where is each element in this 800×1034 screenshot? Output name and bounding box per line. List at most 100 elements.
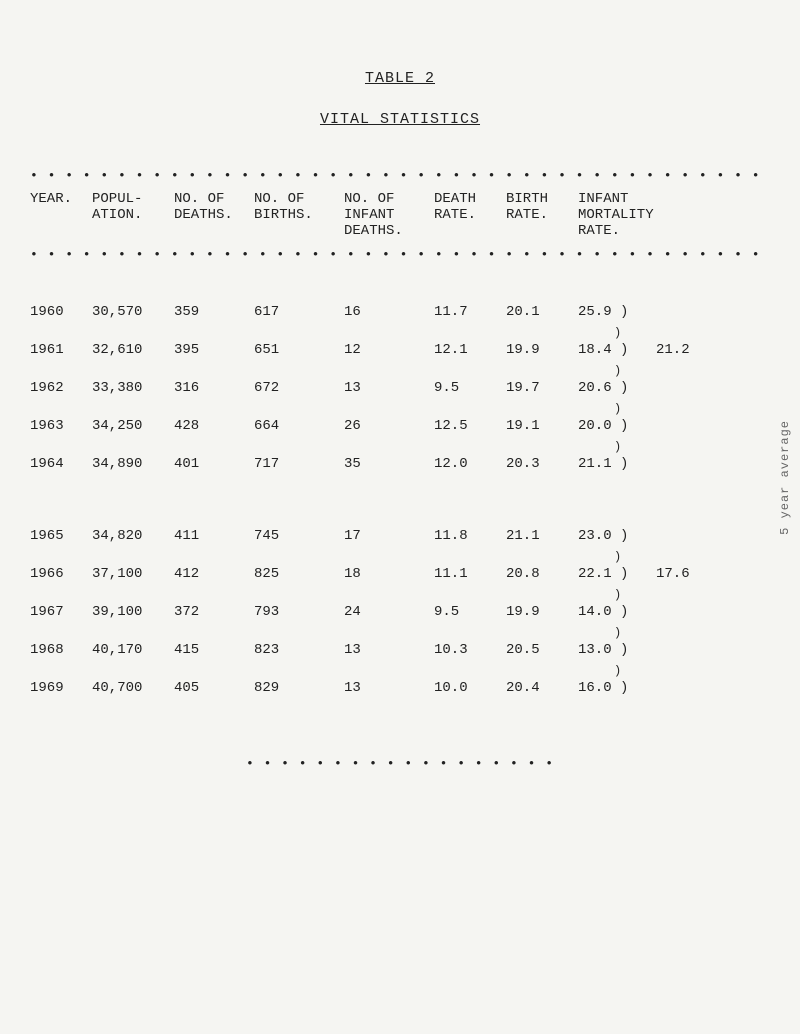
cell-brate: 20.8 [506, 566, 578, 582]
cell-pop: 37,100 [92, 566, 174, 582]
cell-births: 651 [254, 342, 344, 358]
connector-row: ) [30, 626, 770, 636]
col-header-brate: BIRTH RATE. [506, 191, 578, 223]
cell-drate: 12.0 [434, 456, 506, 472]
connector-row: ) [30, 550, 770, 560]
cell-drate: 9.5 [434, 604, 506, 620]
cell-group-avg: 17.6 [656, 566, 696, 582]
cell-year: 1969 [30, 680, 92, 696]
cell-births: 825 [254, 566, 344, 582]
cell-brate: 20.4 [506, 680, 578, 696]
cell-pop: 34,250 [92, 418, 174, 434]
cell-drate: 12.1 [434, 342, 506, 358]
cell-infd: 13 [344, 680, 434, 696]
cell-pop: 33,380 [92, 380, 174, 396]
cell-births: 664 [254, 418, 344, 434]
table-row: 196534,8204117451711.821.123.0 ) [30, 528, 770, 544]
cell-births: 829 [254, 680, 344, 696]
side-label-5yr-average: 5 year average [778, 420, 792, 535]
cell-drate: 9.5 [434, 380, 506, 396]
cell-infd: 13 [344, 642, 434, 658]
divider-bottom: • • • • • • • • • • • • • • • • • • [30, 756, 770, 771]
cell-births: 717 [254, 456, 344, 472]
cell-pop: 40,700 [92, 680, 174, 696]
connector-row: ) [30, 588, 770, 598]
cell-infd: 17 [344, 528, 434, 544]
cell-brate: 20.1 [506, 304, 578, 320]
col-header-imr: INFANT MORTALITY RATE. [578, 191, 656, 239]
table-row: 196233,380316672139.519.720.6 ) [30, 380, 770, 396]
cell-births: 745 [254, 528, 344, 544]
cell-deaths: 415 [174, 642, 254, 658]
cell-brate: 21.1 [506, 528, 578, 544]
col-header-year: YEAR. [30, 191, 92, 207]
cell-brate: 19.9 [506, 604, 578, 620]
cell-imr: 18.4 ) [578, 342, 656, 358]
cell-drate: 12.5 [434, 418, 506, 434]
cell-year: 1965 [30, 528, 92, 544]
table-row: 196132,6103956511212.119.918.4 )21.2 [30, 342, 770, 358]
cell-deaths: 401 [174, 456, 254, 472]
table-header-row: YEAR. POPUL- ATION. NO. OF DEATHS. NO. O… [30, 191, 770, 239]
table-row: 196940,7004058291310.020.416.0 ) [30, 680, 770, 696]
divider-top-2: • • • • • • • • • • • • • • • • • • • • … [30, 247, 770, 262]
cell-infd: 18 [344, 566, 434, 582]
cell-infd: 12 [344, 342, 434, 358]
cell-year: 1961 [30, 342, 92, 358]
cell-deaths: 428 [174, 418, 254, 434]
connector-row: ) [30, 664, 770, 674]
connector-row: ) [30, 440, 770, 450]
cell-group-avg: 21.2 [656, 342, 696, 358]
cell-year: 1963 [30, 418, 92, 434]
cell-imr: 25.9 ) [578, 304, 656, 320]
cell-births: 617 [254, 304, 344, 320]
cell-infd: 24 [344, 604, 434, 620]
col-header-deaths: NO. OF DEATHS. [174, 191, 254, 223]
table-number: TABLE 2 [30, 70, 770, 87]
cell-brate: 20.3 [506, 456, 578, 472]
cell-births: 672 [254, 380, 344, 396]
cell-drate: 11.1 [434, 566, 506, 582]
table-row: 196030,5703596171611.720.125.9 ) [30, 304, 770, 320]
cell-infd: 16 [344, 304, 434, 320]
cell-pop: 30,570 [92, 304, 174, 320]
table-row: 196334,2504286642612.519.120.0 ) [30, 418, 770, 434]
cell-deaths: 316 [174, 380, 254, 396]
cell-deaths: 412 [174, 566, 254, 582]
cell-drate: 11.8 [434, 528, 506, 544]
cell-brate: 19.1 [506, 418, 578, 434]
cell-pop: 34,890 [92, 456, 174, 472]
cell-year: 1966 [30, 566, 92, 582]
cell-year: 1960 [30, 304, 92, 320]
cell-imr: 13.0 ) [578, 642, 656, 658]
cell-imr: 22.1 ) [578, 566, 656, 582]
cell-deaths: 395 [174, 342, 254, 358]
table-row: 196637,1004128251811.120.822.1 )17.6 [30, 566, 770, 582]
cell-pop: 34,820 [92, 528, 174, 544]
table-row: 196434,8904017173512.020.321.1 ) [30, 456, 770, 472]
cell-infd: 26 [344, 418, 434, 434]
cell-deaths: 411 [174, 528, 254, 544]
cell-drate: 11.7 [434, 304, 506, 320]
cell-imr: 21.1 ) [578, 456, 656, 472]
col-header-births: NO. OF BIRTHS. [254, 191, 344, 223]
cell-deaths: 405 [174, 680, 254, 696]
cell-brate: 19.7 [506, 380, 578, 396]
table-row: 196739,100372793249.519.914.0 ) [30, 604, 770, 620]
cell-drate: 10.0 [434, 680, 506, 696]
cell-deaths: 359 [174, 304, 254, 320]
cell-infd: 13 [344, 380, 434, 396]
cell-imr: 23.0 ) [578, 528, 656, 544]
cell-births: 793 [254, 604, 344, 620]
col-header-infd: NO. OF INFANT DEATHS. [344, 191, 434, 239]
cell-births: 823 [254, 642, 344, 658]
connector-row: ) [30, 364, 770, 374]
table-row: 196840,1704158231310.320.513.0 ) [30, 642, 770, 658]
cell-pop: 40,170 [92, 642, 174, 658]
table-title: VITAL STATISTICS [30, 111, 770, 128]
cell-year: 1967 [30, 604, 92, 620]
connector-row: ) [30, 326, 770, 336]
cell-drate: 10.3 [434, 642, 506, 658]
cell-deaths: 372 [174, 604, 254, 620]
col-header-pop: POPUL- ATION. [92, 191, 174, 223]
